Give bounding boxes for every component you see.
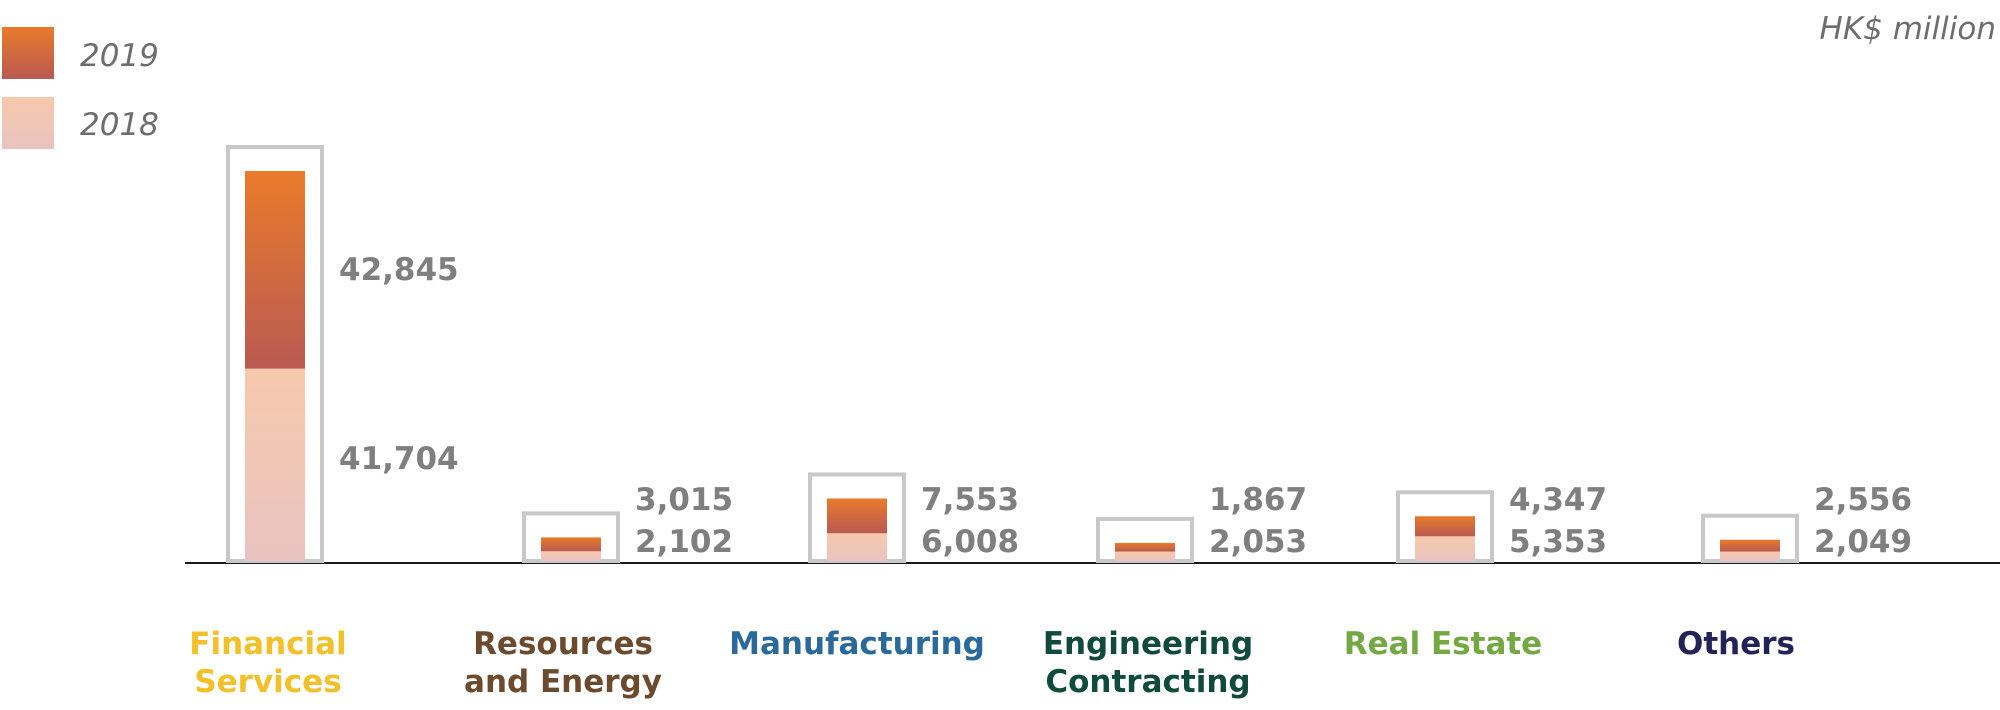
data-label-2019: 4,347 [1509, 482, 1607, 518]
data-label-2018: 2,053 [1209, 524, 1307, 560]
data-label-2019: 7,553 [921, 482, 1019, 518]
bar-2018 [1115, 551, 1175, 561]
bar-2019 [1720, 539, 1780, 552]
data-label-2018: 2,102 [635, 524, 733, 560]
category-label: Resources and Energy [464, 626, 662, 700]
data-label-2019: 3,015 [635, 482, 733, 518]
data-label-2018: 2,049 [1814, 524, 1912, 560]
data-label-2019: 1,867 [1209, 482, 1307, 518]
legend-label-2019: 2019 [80, 38, 159, 74]
data-label-2019: 42,845 [339, 252, 459, 288]
data-label-2018: 5,353 [1509, 524, 1607, 560]
category-label: Engineering Contracting [1043, 626, 1253, 700]
bar-2019 [1415, 516, 1475, 537]
bar-2019 [827, 498, 887, 534]
legend-swatch-2019 [2, 27, 54, 79]
legend-label-2018: 2018 [80, 107, 159, 143]
bar-2019 [245, 171, 305, 369]
category-label: Manufacturing [729, 626, 985, 662]
bar-2018 [1720, 551, 1780, 561]
data-label-2018: 41,704 [339, 441, 459, 477]
bar-2018 [245, 368, 305, 561]
category-label: Financial Services [189, 626, 346, 700]
bar-2018 [1415, 536, 1475, 561]
bar-2019 [1115, 542, 1175, 552]
bar-2019 [541, 537, 601, 552]
unit-label: HK$ million [1820, 11, 1996, 47]
bar-2018 [827, 533, 887, 561]
legend-swatch-2018 [2, 97, 54, 149]
category-label: Others [1677, 626, 1795, 662]
data-label-2019: 2,556 [1814, 482, 1912, 518]
bar-2018 [541, 551, 601, 561]
data-label-2018: 6,008 [921, 524, 1019, 560]
category-label: Real Estate [1344, 626, 1542, 662]
